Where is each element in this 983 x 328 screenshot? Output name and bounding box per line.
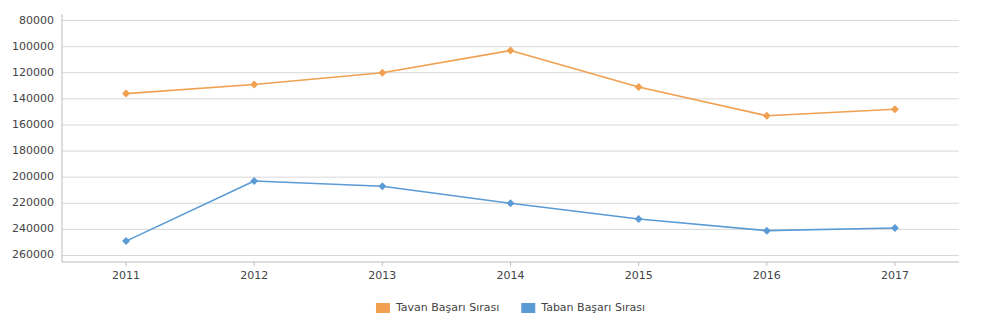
series-marker bbox=[250, 177, 258, 185]
legend-label: Tavan Başarı Sırası bbox=[395, 301, 499, 314]
y-tick-label: 240000 bbox=[12, 222, 54, 235]
series-marker bbox=[378, 69, 386, 77]
series-marker bbox=[635, 83, 643, 91]
y-tick-label: 100000 bbox=[12, 40, 54, 53]
x-tick bbox=[638, 262, 639, 266]
grid-line bbox=[62, 177, 959, 178]
grid-line bbox=[62, 151, 959, 152]
y-tick-label: 180000 bbox=[12, 144, 54, 157]
series-marker bbox=[763, 227, 771, 235]
series-marker bbox=[122, 237, 130, 245]
x-tick-label: 2011 bbox=[112, 269, 140, 282]
y-tick-label: 220000 bbox=[12, 196, 54, 209]
y-tick-label: 120000 bbox=[12, 66, 54, 79]
legend: Tavan Başarı Sırası Taban Başarı Sırası bbox=[376, 301, 645, 314]
series-marker bbox=[507, 199, 515, 207]
x-tick-label: 2016 bbox=[753, 269, 781, 282]
series-marker bbox=[891, 105, 899, 113]
grid-line bbox=[62, 98, 959, 99]
series-marker bbox=[250, 80, 258, 88]
y-tick-label: 160000 bbox=[12, 118, 54, 131]
x-tick-label: 2015 bbox=[625, 269, 653, 282]
x-tick bbox=[894, 262, 895, 266]
grid-line bbox=[62, 255, 959, 256]
series-marker bbox=[378, 182, 386, 190]
series-marker bbox=[891, 224, 899, 232]
y-tick-label: 200000 bbox=[12, 170, 54, 183]
x-tick-label: 2017 bbox=[881, 269, 909, 282]
series-line bbox=[126, 181, 895, 241]
grid-line bbox=[62, 124, 959, 125]
x-tick bbox=[254, 262, 255, 266]
x-tick bbox=[766, 262, 767, 266]
legend-label: Taban Başarı Sırası bbox=[540, 301, 645, 314]
legend-item: Tavan Başarı Sırası bbox=[376, 301, 499, 314]
chart-container: 80000 100000 120000 140000 160000 180000 20000… bbox=[0, 0, 983, 328]
legend-item: Taban Başarı Sırası bbox=[521, 301, 645, 314]
x-tick-label: 2013 bbox=[368, 269, 396, 282]
x-tick-label: 2014 bbox=[497, 269, 525, 282]
chart-svg: 80000 100000 120000 140000 160000 180000 20000… bbox=[0, 0, 983, 328]
series-marker bbox=[763, 112, 771, 120]
series-line bbox=[126, 51, 895, 116]
series-marker bbox=[507, 47, 515, 55]
plot-area bbox=[122, 47, 899, 246]
x-tick bbox=[126, 262, 127, 266]
y-tick-label: 80000 bbox=[19, 14, 54, 27]
legend-swatch bbox=[376, 303, 390, 313]
y-tick-label: 140000 bbox=[12, 92, 54, 105]
series-marker bbox=[635, 215, 643, 223]
y-tick-label: 260000 bbox=[12, 248, 54, 261]
grid-line bbox=[62, 72, 959, 73]
x-tick bbox=[510, 262, 511, 266]
series-marker bbox=[122, 90, 130, 98]
x-tick bbox=[382, 262, 383, 266]
y-grid bbox=[62, 21, 959, 256]
x-tick-label: 2012 bbox=[240, 269, 268, 282]
legend-swatch bbox=[521, 303, 535, 313]
y-axis-line bbox=[62, 14, 63, 262]
grid-line bbox=[62, 20, 959, 21]
